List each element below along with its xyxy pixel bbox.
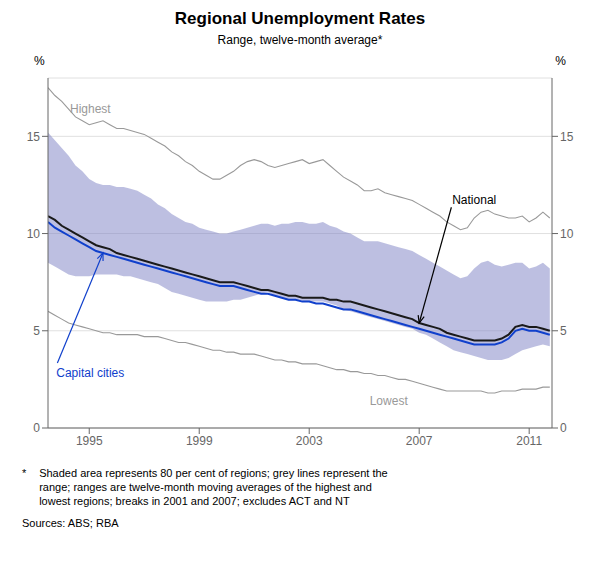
html-text:Regional Unemployment Rates: Regional Unemployment Rates <box>174 9 426 28</box>
svg-text:Highest: Highest <box>70 102 111 116</box>
html-text:Range, twelve-month average*: Range, twelve-month average* <box>217 33 383 47</box>
svg-text:2003: 2003 <box>296 434 323 448</box>
svg-text:10: 10 <box>560 227 574 241</box>
svg-text:0: 0 <box>560 421 567 435</box>
svg-text:5: 5 <box>33 324 40 338</box>
svg-text:1999: 1999 <box>186 434 213 448</box>
svg-text:2007: 2007 <box>406 434 433 448</box>
svg-text:5: 5 <box>560 324 567 338</box>
html-text:* Shaded area represents 80 pe: * Shaded area represents 80 per cent of … <box>22 467 388 507</box>
svg-text:National: National <box>452 193 496 207</box>
svg-text:1995: 1995 <box>76 434 103 448</box>
svg-text:2011: 2011 <box>516 434 542 448</box>
svg-text:0: 0 <box>33 421 40 435</box>
svg-text:15: 15 <box>560 130 574 144</box>
svg-text:10: 10 <box>27 227 41 241</box>
svg-text:Lowest: Lowest <box>370 394 409 408</box>
svg-text:15: 15 <box>27 130 41 144</box>
html-text:Sources: ABS; RBA: Sources: ABS; RBA <box>22 517 119 529</box>
svg-text:Capital cities: Capital cities <box>56 366 124 380</box>
